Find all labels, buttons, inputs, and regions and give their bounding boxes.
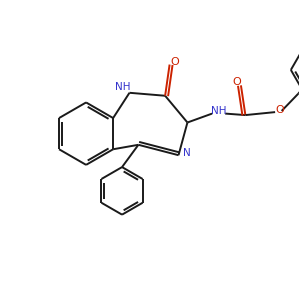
Text: O: O — [171, 57, 179, 67]
Text: NH: NH — [115, 82, 131, 92]
Text: NH: NH — [211, 106, 226, 116]
Text: N: N — [183, 148, 191, 158]
Text: O: O — [232, 77, 241, 87]
Text: O: O — [275, 105, 284, 115]
